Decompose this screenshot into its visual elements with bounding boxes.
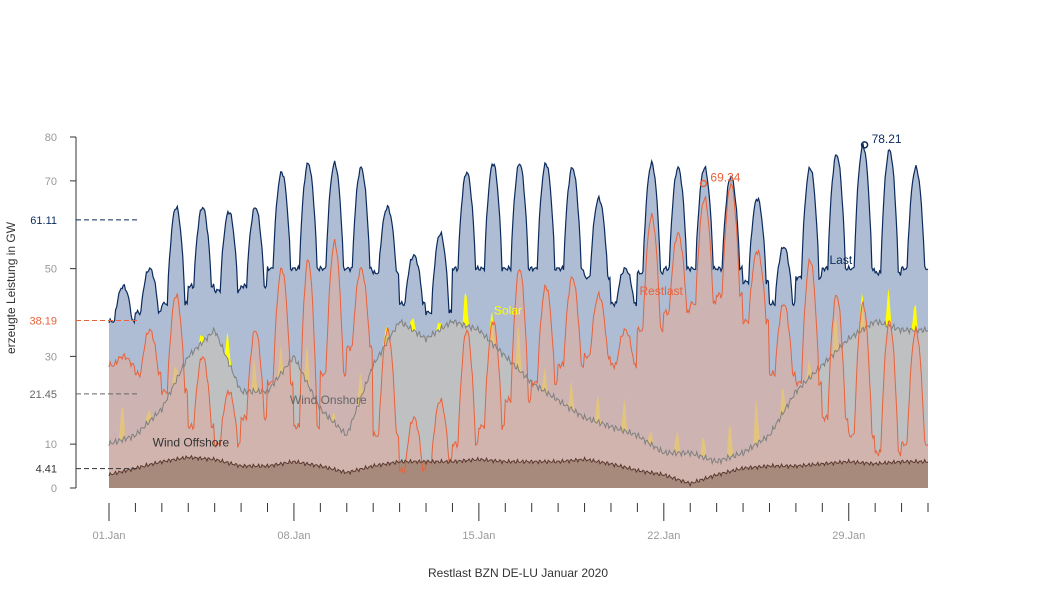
area-layers — [109, 144, 928, 489]
y-tick-label: 10 — [45, 439, 57, 451]
peak-label: 78.21 — [872, 132, 902, 146]
peak-marker — [860, 141, 869, 149]
y-tick-label: 0 — [51, 483, 57, 495]
y-tick-label: 80 — [45, 132, 57, 144]
series-label: Last — [829, 253, 852, 267]
last-line — [108, 142, 929, 325]
wind-offshore-area — [109, 455, 928, 488]
reference-label: 21.45 — [29, 389, 57, 401]
series-label: Restlast — [639, 284, 683, 298]
y-tick-label: 30 — [45, 351, 57, 363]
axes: 0 10 30 50 70 80 01.Jan 08.Jan 15.Jan 22.Jan 29.Ja… — [45, 132, 929, 542]
reference-label: 61.11 — [30, 215, 57, 227]
peak-label: 69.34 — [710, 171, 740, 185]
peak-marker — [699, 179, 708, 188]
chart-caption: Restlast BZN DE-LU Januar 2020 — [428, 566, 608, 580]
y-axis-title: erzeugte Leistung in GW — [4, 221, 18, 354]
x-tick-label: 15.Jan — [462, 530, 495, 542]
restlast-area — [109, 183, 928, 489]
series-label: Wind Onshore — [290, 393, 367, 407]
series-label: Solar — [494, 304, 522, 318]
wind-onshore-line — [108, 318, 929, 466]
y-tick-label: 50 — [45, 264, 57, 276]
wind-offshore-line — [108, 454, 929, 487]
series-label: Wind Offshore — [153, 435, 230, 449]
x-tick-label: 29.Jan — [832, 530, 865, 542]
x-tick-label: 22.Jan — [647, 530, 680, 542]
x-tick-label: 08.Jan — [277, 530, 310, 542]
y-tick-label: 70 — [45, 176, 57, 188]
restlast-line — [108, 182, 929, 474]
x-tick-label: 01.Jan — [92, 530, 125, 542]
reference-label: 38.19 — [29, 315, 57, 327]
reference-lines: 61.11 38.19 21.45 4.41 — [29, 215, 138, 476]
reference-label: 4.41 — [36, 464, 57, 476]
series-lines — [108, 142, 929, 487]
series-labels: 78.21 69.34 Last Restlast Solar Wind Onshore W… — [153, 132, 902, 449]
